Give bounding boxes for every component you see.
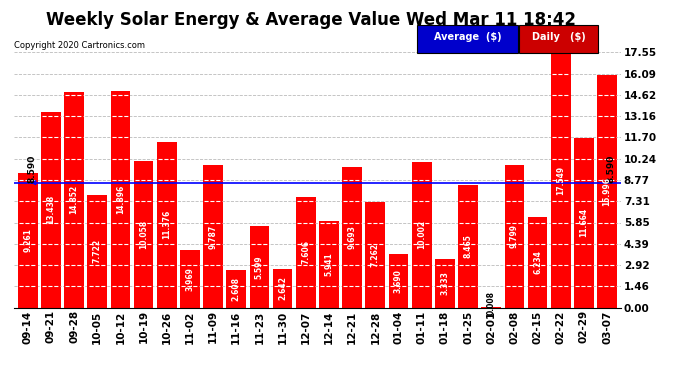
Bar (134, 161, 153, 308)
Text: 10.058: 10.058 (139, 220, 148, 249)
Bar (110, 91, 130, 308)
Bar (551, 53, 571, 308)
Bar (157, 142, 177, 308)
Bar (504, 165, 524, 308)
Text: 2.608: 2.608 (232, 276, 241, 300)
Bar (435, 259, 455, 308)
Bar (574, 138, 594, 308)
Bar (204, 165, 223, 308)
Text: 2.642: 2.642 (278, 276, 287, 300)
Bar (64, 92, 84, 308)
Bar (342, 166, 362, 308)
Bar (273, 269, 293, 308)
Text: 15.996: 15.996 (602, 177, 611, 206)
Text: 8.590: 8.590 (607, 154, 615, 183)
Text: 9.261: 9.261 (23, 228, 32, 252)
Text: Daily   ($): Daily ($) (532, 33, 585, 42)
Bar (388, 254, 408, 308)
Bar (88, 195, 107, 308)
Text: 14.852: 14.852 (70, 185, 79, 214)
Text: 11.664: 11.664 (580, 208, 589, 237)
Text: 9.693: 9.693 (348, 225, 357, 249)
Bar (412, 162, 431, 308)
Text: 7.262: 7.262 (371, 243, 380, 267)
Text: 6.234: 6.234 (533, 250, 542, 274)
Text: 7.722: 7.722 (92, 239, 101, 264)
Text: 0.008: 0.008 (486, 291, 495, 315)
Text: 8.465: 8.465 (464, 234, 473, 258)
Text: 8.590: 8.590 (28, 154, 37, 183)
Text: 7.606: 7.606 (302, 240, 310, 264)
Text: 9.787: 9.787 (208, 224, 217, 249)
Bar (41, 112, 61, 308)
Bar (458, 184, 478, 308)
Bar (226, 270, 246, 308)
Text: Average  ($): Average ($) (433, 33, 502, 42)
Bar (180, 250, 200, 308)
Bar (528, 217, 547, 308)
Text: 17.549: 17.549 (556, 165, 565, 195)
Bar (296, 197, 315, 308)
Text: 11.376: 11.376 (162, 210, 171, 240)
Bar (366, 202, 385, 308)
Text: 10.002: 10.002 (417, 220, 426, 249)
Text: 3.690: 3.690 (394, 269, 403, 292)
Text: Weekly Solar Energy & Average Value Wed Mar 11 18:42: Weekly Solar Energy & Average Value Wed … (46, 11, 575, 29)
Bar (250, 226, 269, 308)
Bar (319, 221, 339, 308)
Text: Copyright 2020 Cartronics.com: Copyright 2020 Cartronics.com (14, 41, 145, 50)
Text: 13.438: 13.438 (46, 195, 55, 225)
Bar (18, 173, 37, 308)
Text: 14.896: 14.896 (116, 184, 125, 214)
Text: 9.799: 9.799 (510, 224, 519, 248)
Text: 3.969: 3.969 (186, 267, 195, 291)
Text: 5.599: 5.599 (255, 255, 264, 279)
Text: 3.333: 3.333 (440, 272, 449, 295)
Text: 5.941: 5.941 (324, 252, 333, 276)
Bar (598, 75, 617, 307)
